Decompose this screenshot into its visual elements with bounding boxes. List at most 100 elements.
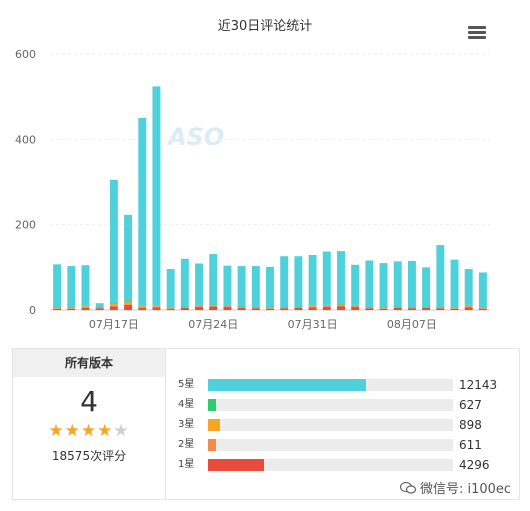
bar-segment: [124, 300, 133, 302]
bar-stack[interactable]: [237, 266, 246, 310]
bar-segment: [251, 266, 260, 308]
hamburger-menu-icon[interactable]: [468, 26, 486, 40]
bar-stack[interactable]: [365, 260, 374, 310]
bar-segment: [95, 303, 104, 308]
bar-segment: [351, 264, 360, 305]
star-level-count: 4296: [459, 458, 490, 472]
bar-stack[interactable]: [336, 251, 345, 310]
bar-segment: [351, 305, 360, 307]
bar-segment: [308, 254, 317, 306]
bar-segment: [379, 307, 388, 308]
star-level-label: 5星: [178, 379, 195, 390]
bar-segment: [166, 269, 175, 308]
bar-stack[interactable]: [223, 265, 232, 310]
chart-title: 近30日评论统计: [218, 19, 313, 34]
bar-segment: [464, 304, 473, 306]
bar-segment: [195, 304, 204, 306]
bar-segment: [67, 308, 76, 309]
bar-stack[interactable]: [166, 269, 175, 310]
bar-segment: [280, 308, 289, 310]
bar-segment: [422, 306, 431, 308]
bar-stack[interactable]: [180, 258, 189, 310]
bar-segment: [251, 307, 260, 308]
bar-segment: [450, 308, 459, 309]
bar-segment: [266, 307, 274, 309]
bar-stack[interactable]: [450, 259, 459, 310]
star-level-count: 611: [459, 438, 482, 452]
bar-segment: [336, 305, 345, 307]
bar-segment: [294, 307, 303, 310]
bar-stack[interactable]: [478, 272, 487, 310]
bar-stack[interactable]: [280, 256, 289, 310]
bar-segment: [124, 304, 133, 310]
bar-segment: [209, 305, 218, 307]
bar-segment: [379, 308, 388, 309]
bar-stack[interactable]: [95, 303, 104, 310]
bar-segment: [109, 305, 118, 307]
bar-stack[interactable]: [393, 261, 402, 310]
star-icon: ★: [48, 421, 65, 441]
bar-stack[interactable]: [109, 179, 118, 310]
bar-segment: [237, 266, 246, 307]
bar-stack[interactable]: [53, 264, 62, 310]
chart-area: 近30日评论统计 ASO 0 200 400 600 07月17日 07月24日 07月3…: [15, 19, 490, 331]
bar-segment: [95, 307, 104, 309]
star-icon: ★: [113, 421, 130, 441]
bar-segment: [322, 304, 331, 306]
bar-segment: [393, 306, 402, 308]
bar-stack[interactable]: [67, 266, 76, 310]
bar-segment: [223, 305, 232, 307]
bar-stack[interactable]: [351, 264, 360, 310]
bar-segment: [322, 251, 331, 305]
bar-stack[interactable]: [422, 267, 431, 310]
bar-segment: [67, 266, 76, 308]
distribution-bar: [208, 459, 264, 471]
bar-stack[interactable]: [195, 263, 204, 310]
distribution-track: [208, 399, 453, 411]
bar-segment: [53, 308, 62, 309]
bar-segment: [53, 307, 62, 308]
bar-stack[interactable]: [322, 251, 331, 310]
bar-segment: [81, 307, 90, 310]
distribution-track: [208, 419, 453, 431]
star-distribution-row: 2星 611: [178, 438, 518, 452]
bar-stack[interactable]: [138, 118, 147, 310]
overall-rating-panel: 所有版本 4 ★★★★★ 18575次评分: [13, 349, 166, 499]
bar-segment: [365, 260, 374, 308]
bar-segment: [422, 307, 431, 310]
bars: [53, 86, 487, 310]
bar-segment: [407, 307, 416, 308]
bar-stack[interactable]: [436, 245, 445, 310]
bar-segment: [138, 306, 147, 308]
bar-segment: [393, 307, 402, 310]
bar-segment: [464, 306, 473, 308]
bar-segment: [53, 264, 62, 308]
chart-watermark: ASO: [166, 123, 224, 151]
bar-segment: [450, 308, 459, 310]
x-axis-ticks: 07月17日 07月24日 07月31日 08月07日: [89, 318, 437, 331]
star-level-label: 4星: [178, 399, 195, 410]
bar-segment: [95, 307, 104, 308]
bar-stack[interactable]: [294, 256, 303, 310]
bar-segment: [436, 308, 445, 310]
bar-segment: [478, 307, 487, 309]
bar-stack[interactable]: [152, 86, 161, 310]
bar-stack[interactable]: [251, 266, 260, 310]
bar-stack[interactable]: [464, 269, 473, 310]
y-tick-label: 400: [15, 133, 36, 146]
bar-stack[interactable]: [266, 266, 274, 310]
star-level-count: 627: [459, 398, 482, 412]
bar-segment: [138, 118, 147, 306]
bar-stack[interactable]: [379, 263, 388, 310]
bar-stack[interactable]: [81, 265, 90, 310]
bar-segment: [237, 307, 246, 308]
bar-segment: [223, 304, 232, 306]
bar-segment: [109, 304, 118, 306]
wechat-icon: [400, 482, 416, 494]
bar-stack[interactable]: [124, 214, 133, 310]
bar-stack[interactable]: [209, 254, 218, 310]
bar-stack[interactable]: [407, 260, 416, 310]
bar-segment: [223, 307, 232, 310]
star-distribution-panel: 5星 12143 4星 627 3星 898 2星 611 1星 4296: [166, 349, 519, 499]
bar-stack[interactable]: [308, 254, 317, 310]
